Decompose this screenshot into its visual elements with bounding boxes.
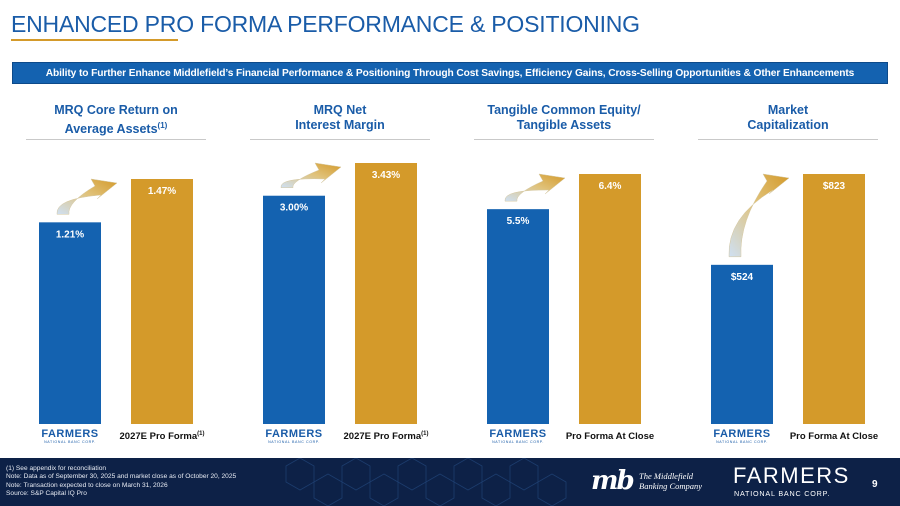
growth-arrow-icon [280, 162, 342, 188]
chart-core-roaa: 1.21% 1.47% FARMERS NATIONAL BANC CORP. 2027… [22, 140, 242, 445]
panel-heading-1: MRQ Core Return on Average Assets(1) [26, 103, 206, 137]
data-label-1: 1.21% [56, 229, 84, 240]
farmers-logo-sub: NATIONAL BANC CORP. [716, 440, 768, 444]
panel-heading-rule-3 [474, 139, 654, 140]
data-label-2: 3.43% [372, 170, 400, 181]
farmers-logo-sub: NATIONAL BANC CORP. [268, 440, 320, 444]
category-label: Pro Forma At Close [566, 431, 654, 442]
farmers-footer-logo-sub: NATIONAL BANC CORP. [734, 489, 831, 498]
footnote-3: Note: Transaction expected to close on M… [6, 481, 168, 489]
footnotes: (1) See appendix for reconciliation Note… [6, 465, 236, 498]
category-label-sup: (1) [421, 431, 428, 437]
bar-1 [711, 264, 773, 424]
data-label-1: 5.5% [507, 216, 530, 227]
bar-2 [131, 179, 193, 424]
farmers-logo-sub: NATIONAL BANC CORP. [44, 440, 96, 444]
footnote-1: (1) See appendix for reconciliation [6, 465, 107, 472]
data-label-1: 3.00% [280, 203, 308, 214]
farmers-logo-word: FARMERS [489, 428, 546, 440]
panel-heading-4-line2: Capitalization [747, 118, 829, 132]
data-label-1: $524 [731, 272, 754, 283]
farmers-logo-sub: NATIONAL BANC CORP. [492, 440, 544, 444]
middlefield-logo: mb The Middlefield Banking Company [591, 467, 716, 497]
panel-heading-3: Tangible Common Equity/ Tangible Assets [474, 103, 654, 133]
category-label: 2027E Pro Forma(1) [344, 431, 429, 442]
middlefield-logo-line1: The Middlefield [639, 471, 694, 481]
panel-heading-4-line1: Market [767, 103, 809, 117]
panel-heading-1-sup: (1) [157, 121, 168, 130]
middlefield-logo-line2: Banking Company [639, 480, 703, 491]
data-label-2: $823 [823, 181, 846, 192]
panel-heading-1-line2: Average Assets [64, 122, 158, 137]
middlefield-logo-text: The Middlefield Banking Company [639, 471, 703, 491]
farmers-logo-word: FARMERS [41, 428, 98, 440]
subtitle-banner: Ability to Further Enhance Middlefield’s… [12, 62, 888, 84]
data-label-2: 6.4% [599, 181, 622, 192]
panel-heading-rule-4 [698, 139, 878, 140]
panel-heading-2-line2: Interest Margin [295, 118, 385, 132]
bar-2 [803, 174, 865, 424]
farmers-footer-logo: FARMERS NATIONAL BANC CORP. [733, 464, 848, 499]
page-title: ENHANCED PRO FORMA PERFORMANCE & POSITIO… [11, 11, 640, 37]
footer-bar [0, 458, 900, 506]
panel-heading-rule-1 [26, 139, 206, 140]
page-number: 9 [872, 479, 878, 490]
category-label: Pro Forma At Close [790, 431, 878, 442]
chart-net-interest-margin: 3.00% 3.43% FARMERS NATIONAL BANC CORP. 2027… [246, 140, 466, 445]
data-label-2: 1.47% [148, 186, 176, 197]
bar-2 [579, 174, 641, 424]
bar-1 [39, 222, 101, 424]
bar-2 [355, 163, 417, 424]
bar-1 [487, 209, 549, 424]
panel-heading-1-line1: MRQ Core Return on [54, 103, 178, 117]
farmers-logo-word: FARMERS [713, 428, 770, 440]
panel-heading-rule-2 [250, 139, 430, 140]
panel-heading-2-line1: MRQ Net [313, 103, 367, 117]
growth-arrow-icon [504, 173, 566, 202]
farmers-footer-logo-word: FARMERS [733, 463, 850, 488]
panel-heading-3-line1: Tangible Common Equity/ [487, 103, 641, 117]
growth-arrow-icon [56, 178, 118, 215]
growth-arrow-icon [728, 173, 790, 258]
footnote-4: Source: S&P Capital IQ Pro [6, 489, 87, 497]
panel-heading-2: MRQ Net Interest Margin [250, 103, 430, 133]
farmers-logo-word: FARMERS [265, 428, 322, 440]
panel-heading-3-line2: Tangible Assets [516, 118, 612, 132]
title-underline [11, 39, 178, 41]
footer-hex-pattern [285, 458, 567, 506]
chart-market-cap: $524 $823 FARMERS NATIONAL BANC CORP. Pro Fo… [694, 140, 900, 445]
chart-tce-ta: 5.5% 6.4% FARMERS NATIONAL BANC CORP. Pro Fo… [470, 140, 690, 445]
footnote-2: Note: Data as of September 30, 2025 and … [6, 473, 237, 481]
bar-1 [263, 195, 325, 424]
middlefield-logo-mark: mb [591, 466, 635, 496]
panel-heading-4: Market Capitalization [698, 103, 878, 133]
category-label: 2027E Pro Forma(1) [120, 431, 205, 442]
category-label-sup: (1) [197, 431, 204, 437]
